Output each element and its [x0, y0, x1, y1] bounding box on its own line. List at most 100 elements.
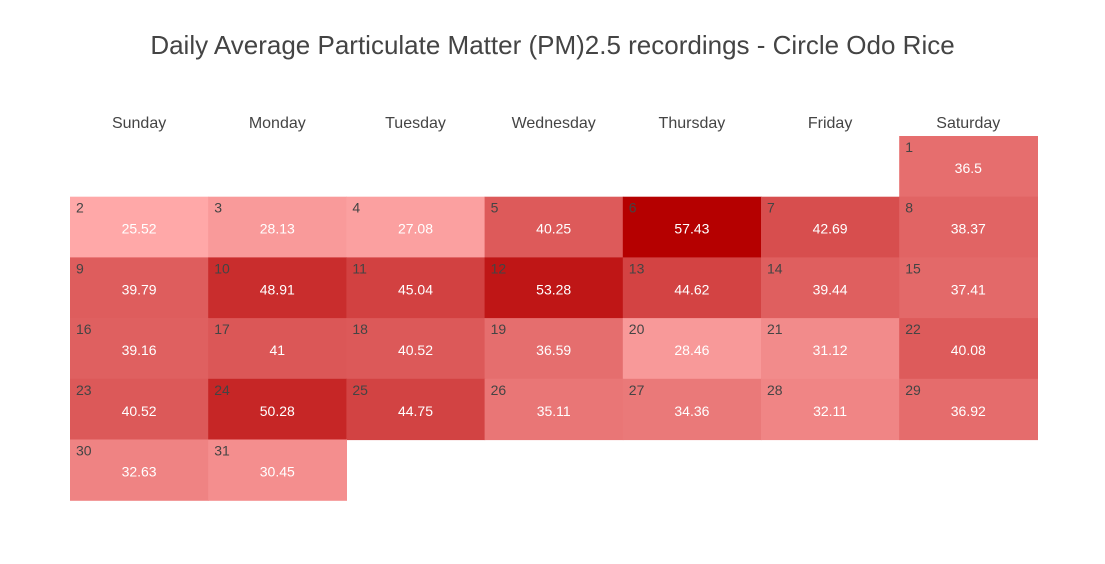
weekday-header: Sunday Monday Tuesday Wednesday Thursday Frid… [112, 115, 1000, 132]
day-number: 16 [76, 321, 92, 337]
calendar-cell-day-23[interactable]: 23 40.52 [70, 378, 209, 441]
heatmap-cell[interactable] [622, 378, 762, 441]
day-number: 26 [491, 382, 507, 398]
calendar-cell-day-20[interactable]: 20 28.46 [622, 318, 762, 380]
day-number: 12 [491, 260, 507, 276]
calendar-cell-day-8[interactable]: 838.37 [899, 196, 1038, 258]
weekday-label-sunday: Sunday [112, 115, 166, 132]
calendar-cell-day-13[interactable]: 13 44.62 [622, 257, 762, 319]
heatmap-cell[interactable] [899, 378, 1038, 441]
heatmap-cell[interactable] [346, 378, 486, 441]
heatmap-cell[interactable] [622, 257, 762, 319]
value-label: 48.91 [260, 281, 295, 297]
calendar-cell-day-1[interactable]: 136.5 [899, 136, 1038, 198]
weekday-label-monday: Monday [249, 115, 306, 132]
value-label: 36.92 [951, 403, 986, 419]
heatmap-cell[interactable] [70, 257, 209, 319]
value-label: 39.44 [813, 281, 848, 297]
heatmap-cell[interactable] [208, 378, 347, 441]
calendar-cell-day-22[interactable]: 22 40.08 [899, 318, 1038, 380]
calendar-cell-day-29[interactable]: 29 36.92 [899, 378, 1038, 441]
calendar-cell-day-6[interactable]: 657.43 [622, 196, 762, 258]
heatmap-cell[interactable] [70, 318, 209, 380]
day-number: 31 [214, 443, 230, 459]
chart-title: Daily Average Particulate Matter (PM)2.5… [150, 30, 955, 60]
calendar-cell-day-27[interactable]: 27 34.36 [622, 378, 762, 441]
day-number: 21 [767, 321, 783, 337]
heatmap-cell[interactable] [622, 196, 762, 258]
value-label: 53.28 [536, 281, 571, 297]
value-label: 37.41 [951, 281, 986, 297]
heatmap-cell[interactable] [899, 196, 1038, 258]
calendar-cell-day-2[interactable]: 225.52 [70, 196, 209, 258]
weekday-label-saturday: Saturday [936, 115, 1000, 132]
calendar-cell-day-18[interactable]: 18 40.52 [346, 318, 486, 380]
value-label: 38.37 [951, 221, 986, 237]
heatmap-cell[interactable] [208, 439, 347, 501]
heatmap-cell[interactable] [484, 378, 624, 441]
calendar-cell-day-14[interactable]: 14 39.44 [761, 257, 900, 319]
heatmap-cell[interactable] [484, 318, 624, 380]
day-number: 28 [767, 382, 783, 398]
calendar-cell-day-24[interactable]: 24 50.28 [208, 378, 347, 441]
heatmap-cell[interactable] [761, 378, 900, 441]
heatmap-cell[interactable] [208, 318, 347, 380]
calendar-cell-day-19[interactable]: 19 36.59 [484, 318, 624, 380]
day-number: 24 [214, 382, 230, 398]
heatmap-cell[interactable] [761, 318, 900, 380]
day-number: 14 [767, 260, 783, 276]
value-label: 30.45 [260, 464, 295, 480]
heatmap-cell[interactable] [484, 196, 624, 258]
calendar-cell-day-15[interactable]: 15 37.41 [899, 257, 1038, 319]
value-label: 27.08 [398, 221, 433, 237]
day-number: 1 [905, 139, 913, 155]
calendar-cell-day-11[interactable]: 11 45.04 [346, 257, 486, 319]
heatmap-cell[interactable] [70, 196, 209, 258]
calendar-cell-day-3[interactable]: 328.13 [208, 196, 347, 258]
calendar-cell-day-5[interactable]: 540.25 [484, 196, 624, 258]
day-number: 30 [76, 443, 92, 459]
calendar-cell-day-26[interactable]: 26 35.11 [484, 378, 624, 441]
heatmap-cell[interactable] [622, 318, 762, 380]
value-label: 44.62 [674, 281, 709, 297]
value-label: 32.63 [122, 464, 157, 480]
value-label: 36.59 [536, 342, 571, 358]
calendar-cell-day-10[interactable]: 10 48.91 [208, 257, 347, 319]
heatmap-cell[interactable] [70, 439, 209, 501]
value-label: 40.52 [122, 403, 157, 419]
value-label: 25.52 [122, 221, 157, 237]
day-number: 20 [629, 321, 645, 337]
value-label: 39.79 [122, 281, 157, 297]
heatmap-cell[interactable] [208, 257, 347, 319]
calendar-cell-day-4[interactable]: 427.08 [346, 196, 486, 258]
heatmap-cell[interactable] [208, 196, 347, 258]
calendar-cell-day-9[interactable]: 939.79 [70, 257, 209, 319]
value-label: 32.11 [813, 403, 847, 419]
heatmap-cell[interactable] [70, 378, 209, 441]
value-label: 45.04 [398, 281, 433, 297]
calendar-cell-day-25[interactable]: 25 44.75 [346, 378, 486, 441]
day-number: 25 [352, 382, 368, 398]
day-number: 2 [76, 200, 84, 216]
value-label: 31.12 [813, 342, 848, 358]
heatmap-cell[interactable] [899, 318, 1038, 380]
value-label: 57.43 [674, 221, 709, 237]
heatmap-cell[interactable] [346, 257, 486, 319]
heatmap-cell[interactable] [761, 257, 900, 319]
calendar-cell-day-7[interactable]: 742.69 [761, 196, 900, 258]
heatmap-cell[interactable] [761, 196, 900, 258]
calendar-cell-day-28[interactable]: 28 32.11 [761, 378, 900, 441]
heatmap-cell[interactable] [899, 257, 1038, 319]
calendar-cell-day-30[interactable]: 30 32.63 [70, 439, 209, 501]
day-number: 19 [491, 321, 507, 337]
calendar-cell-day-31[interactable]: 31 30.45 [208, 439, 347, 501]
day-number: 22 [905, 321, 921, 337]
heatmap-cell[interactable] [899, 136, 1038, 198]
heatmap-cell[interactable] [346, 196, 486, 258]
calendar-cell-day-21[interactable]: 21 31.12 [761, 318, 900, 380]
heatmap-cell[interactable] [346, 318, 486, 380]
calendar-cell-day-16[interactable]: 16 39.16 [70, 318, 209, 380]
calendar-cell-day-12[interactable]: 12 53.28 [484, 257, 624, 319]
heatmap-cell[interactable] [484, 257, 624, 319]
